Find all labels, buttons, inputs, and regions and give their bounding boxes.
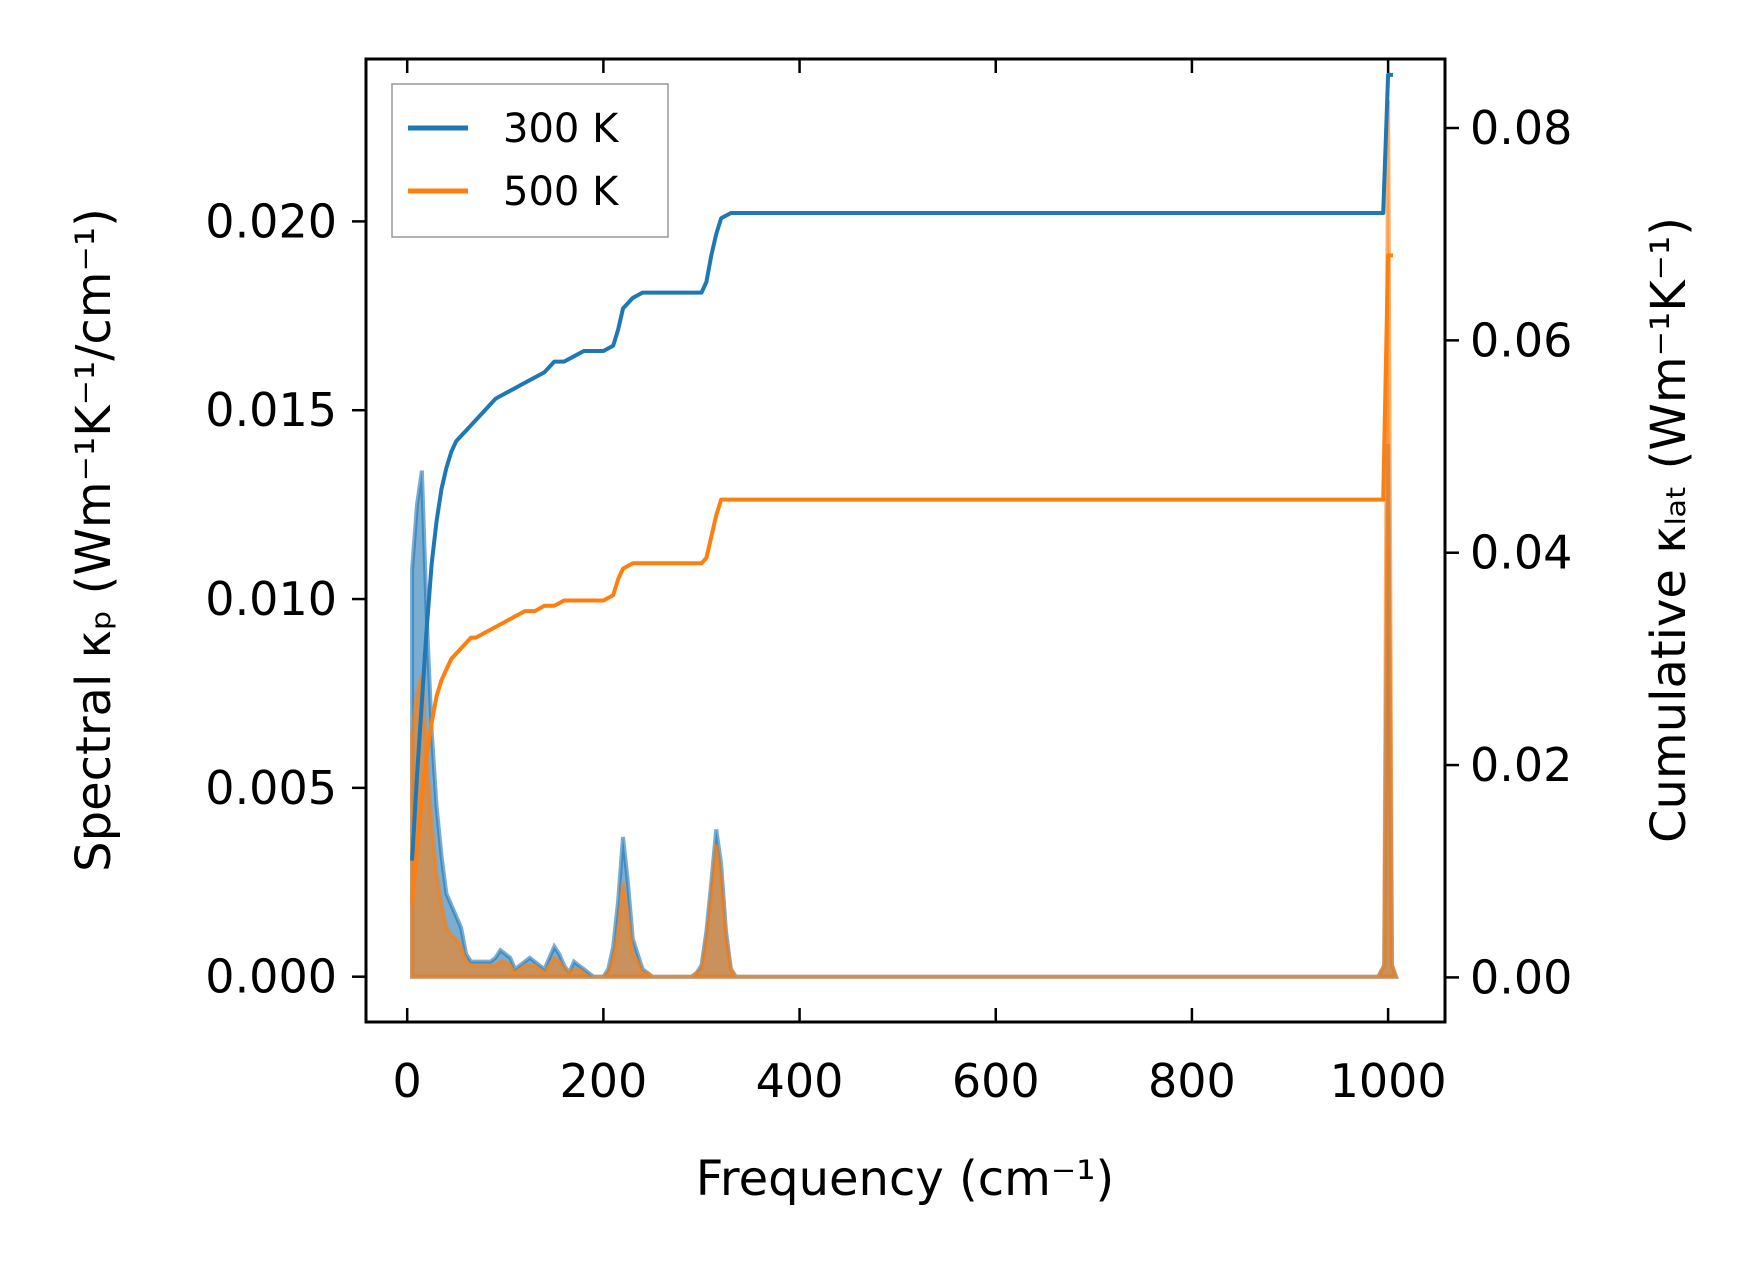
x-tick-label: 800	[1148, 1054, 1236, 1108]
x-tick-label: 1000	[1330, 1054, 1447, 1108]
y-tick-label-right: 0.06	[1470, 313, 1572, 367]
x-tick-label: 600	[952, 1054, 1040, 1108]
x-axis-label: Frequency (cm⁻¹)	[696, 1151, 1114, 1207]
cumulative-line-300k	[410, 72, 1393, 861]
plot-frame	[364, 57, 1447, 1024]
cumulative-line-500k	[410, 253, 1393, 904]
y-tick-label-right: 0.02	[1470, 738, 1572, 792]
y-tick-label-left: 0.010	[205, 572, 337, 626]
y-tick-label-left: 0.005	[205, 761, 337, 815]
y-tick-label-right: 0.08	[1470, 101, 1572, 155]
y-tick-label-left: 0.015	[205, 383, 337, 437]
x-tick-label: 0	[393, 1054, 422, 1108]
x-tick-label: 200	[559, 1054, 647, 1108]
x-tick-label: 400	[756, 1054, 844, 1108]
y-axis-label-right: Cumulative κₗₐₜ (Wm⁻¹K⁻¹)	[1641, 217, 1697, 843]
legend-label-300k: 300 K	[503, 106, 620, 152]
legend-label-500k: 500 K	[503, 169, 620, 215]
legend: 300 K 500 K	[391, 83, 669, 238]
legend-box	[391, 83, 669, 238]
y-tick-label-right: 0.04	[1470, 526, 1572, 580]
y-tick-label-left: 0.000	[205, 950, 337, 1004]
y-tick-label-left: 0.020	[205, 194, 337, 248]
y-axis-label-left: Spectral κₚ (Wm⁻¹K⁻¹/cm⁻¹)	[66, 208, 122, 872]
y-tick-label-right: 0.00	[1470, 950, 1572, 1004]
spectral-area-500k	[410, 100, 1399, 979]
